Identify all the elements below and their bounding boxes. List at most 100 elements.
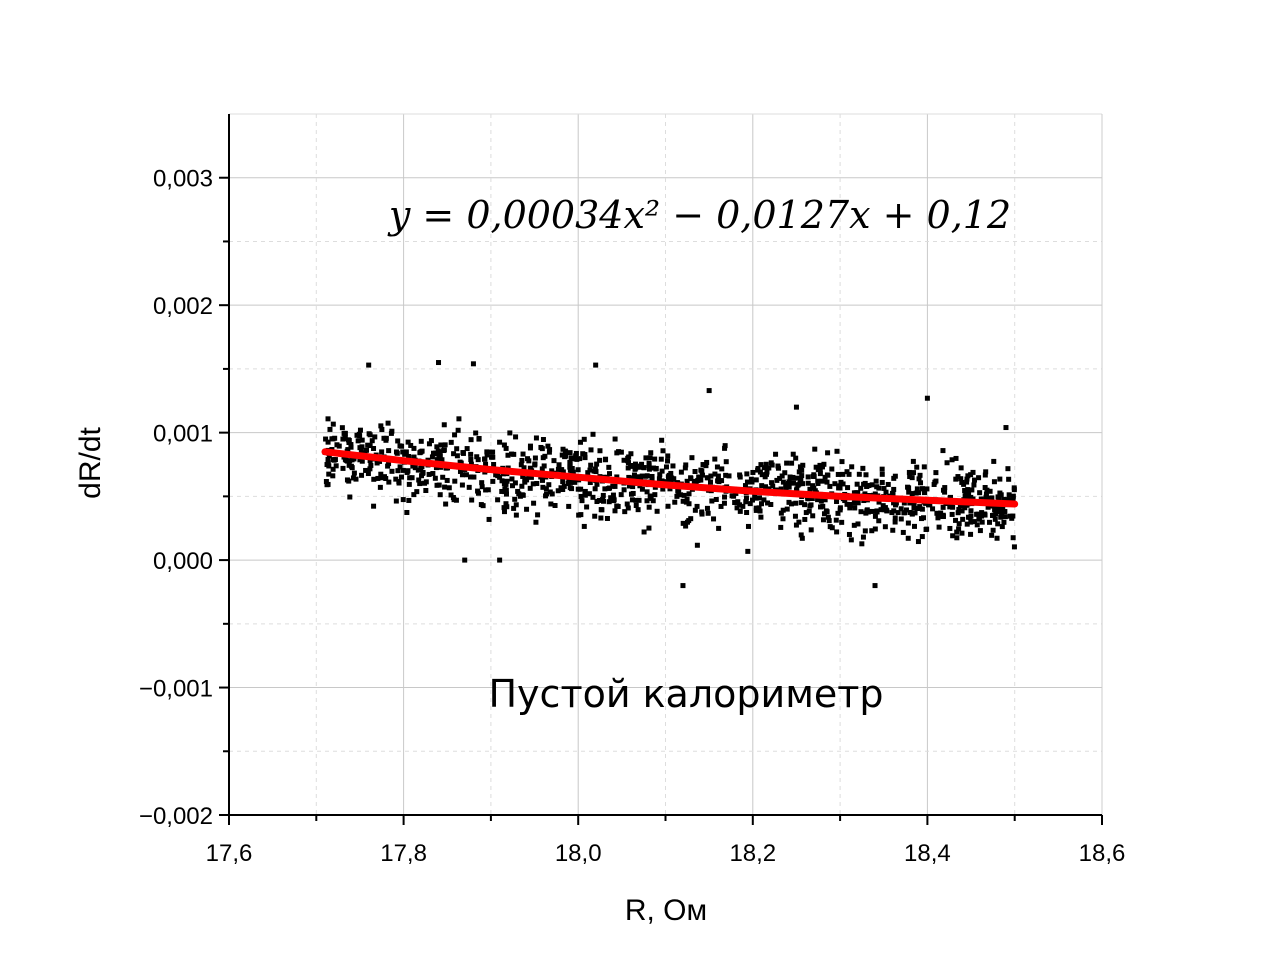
data-point bbox=[569, 486, 575, 492]
data-point bbox=[872, 526, 878, 532]
data-point bbox=[340, 436, 346, 442]
data-point bbox=[729, 493, 735, 499]
data-point bbox=[914, 464, 920, 470]
data-point bbox=[987, 519, 993, 525]
data-point bbox=[949, 511, 955, 517]
data-point bbox=[950, 533, 956, 539]
data-point bbox=[475, 488, 481, 494]
data-point bbox=[982, 511, 988, 517]
data-point bbox=[977, 490, 983, 496]
data-point bbox=[565, 481, 571, 487]
data-point bbox=[349, 457, 355, 463]
data-point bbox=[916, 476, 922, 482]
data-point bbox=[454, 453, 460, 459]
data-point bbox=[842, 498, 848, 504]
data-point bbox=[444, 477, 450, 483]
data-point bbox=[325, 456, 331, 462]
data-point bbox=[983, 469, 989, 475]
data-point bbox=[892, 515, 898, 521]
data-point bbox=[700, 462, 706, 468]
data-point bbox=[802, 502, 808, 508]
fit-curve bbox=[321, 448, 1019, 508]
data-point bbox=[990, 512, 996, 518]
data-point bbox=[956, 506, 962, 512]
data-point bbox=[812, 446, 818, 452]
data-point bbox=[807, 486, 813, 492]
data-point bbox=[399, 474, 405, 480]
data-point bbox=[763, 461, 769, 467]
data-point bbox=[930, 506, 936, 512]
data-point bbox=[883, 489, 889, 495]
data-point bbox=[858, 485, 864, 491]
data-point bbox=[916, 490, 922, 496]
data-point bbox=[592, 486, 598, 492]
data-point bbox=[633, 497, 639, 503]
data-point bbox=[805, 480, 811, 486]
data-point bbox=[499, 478, 505, 484]
data-point bbox=[947, 525, 953, 531]
data-point bbox=[622, 509, 628, 515]
data-point bbox=[406, 481, 412, 487]
data-point bbox=[1010, 535, 1016, 541]
data-point bbox=[709, 498, 715, 504]
data-point bbox=[745, 548, 751, 554]
data-point bbox=[964, 479, 970, 485]
data-point bbox=[353, 476, 359, 482]
data-point bbox=[426, 441, 432, 447]
data-point bbox=[987, 488, 993, 494]
data-point bbox=[667, 486, 673, 492]
data-point bbox=[406, 453, 412, 459]
data-point bbox=[332, 457, 338, 463]
data-point bbox=[610, 492, 616, 498]
data-point bbox=[872, 513, 878, 519]
data-point bbox=[491, 461, 497, 467]
data-point bbox=[749, 479, 755, 485]
data-point bbox=[1005, 497, 1011, 503]
data-point bbox=[682, 465, 688, 471]
data-point bbox=[327, 426, 333, 432]
data-point bbox=[859, 541, 865, 547]
data-point bbox=[749, 497, 755, 503]
data-point bbox=[719, 466, 725, 472]
data-point bbox=[426, 471, 432, 477]
data-point bbox=[484, 449, 490, 455]
data-point bbox=[808, 527, 814, 533]
data-point bbox=[437, 492, 443, 498]
data-point bbox=[903, 507, 909, 513]
data-point bbox=[378, 475, 384, 481]
data-point bbox=[375, 475, 381, 481]
data-point bbox=[860, 465, 866, 471]
data-point bbox=[504, 478, 510, 484]
data-point bbox=[756, 505, 762, 511]
data-point bbox=[593, 469, 599, 475]
data-point bbox=[792, 513, 798, 519]
data-point bbox=[400, 497, 406, 503]
data-point bbox=[770, 483, 776, 489]
data-point bbox=[597, 457, 603, 463]
data-point bbox=[386, 479, 392, 485]
data-point bbox=[441, 448, 447, 454]
data-point bbox=[366, 431, 372, 437]
data-point bbox=[745, 523, 751, 529]
data-point bbox=[863, 472, 869, 478]
data-point bbox=[933, 478, 939, 484]
data-point bbox=[718, 503, 724, 509]
data-point bbox=[783, 482, 789, 488]
data-point bbox=[395, 438, 401, 444]
data-point bbox=[681, 492, 687, 498]
data-point bbox=[419, 448, 425, 454]
data-point bbox=[442, 442, 448, 448]
data-point bbox=[757, 508, 763, 514]
data-point bbox=[820, 517, 826, 523]
data-point bbox=[509, 483, 515, 489]
data-point bbox=[680, 520, 686, 526]
data-point bbox=[560, 479, 566, 485]
data-point bbox=[453, 497, 459, 503]
data-point bbox=[780, 479, 786, 485]
data-point bbox=[907, 500, 913, 506]
data-point bbox=[791, 480, 797, 486]
data-point bbox=[349, 465, 355, 471]
data-point bbox=[983, 491, 989, 497]
data-point bbox=[940, 512, 946, 518]
data-point bbox=[721, 500, 727, 506]
